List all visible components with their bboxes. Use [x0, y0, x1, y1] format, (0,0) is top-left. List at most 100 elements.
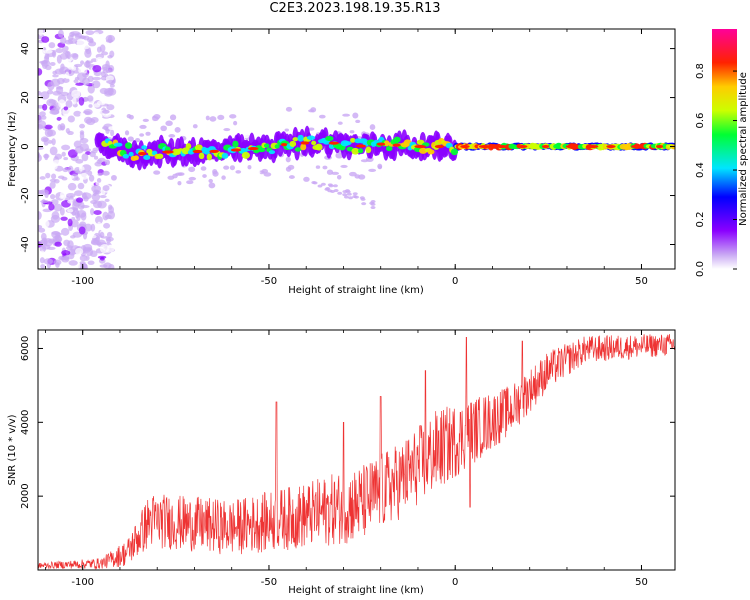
- spectrogram-cell: [80, 60, 85, 65]
- spectrogram-cell: [67, 218, 73, 227]
- top-y-axis-label: Frequency (Hz): [7, 111, 18, 187]
- spectrogram-cell: [93, 210, 102, 216]
- spectrogram-cell: [209, 116, 217, 122]
- y-tick-label: -40: [20, 236, 31, 252]
- spectrogram-cell: [52, 74, 59, 78]
- colorbar-tick-label: 0.2: [695, 212, 706, 228]
- spectrogram-cell: [79, 123, 85, 129]
- spectrogram-cell: [359, 196, 365, 200]
- spectrogram-cell: [138, 152, 147, 156]
- spectrogram-cell: [141, 145, 148, 150]
- spectrogram-cell: [60, 63, 65, 71]
- spectrogram-cell: [517, 144, 528, 149]
- spectrogram-cell: [352, 195, 358, 199]
- spectrogram-cell: [217, 114, 225, 121]
- spectrogram-cell: [174, 127, 181, 133]
- spectrogram-cell: [64, 59, 72, 67]
- spectrogram-cell: [208, 182, 216, 189]
- spectrogram-cell: [61, 144, 71, 151]
- spectrogram-cell: [198, 152, 205, 160]
- spectrogram-cell: [257, 147, 266, 153]
- spectrogram-cell: [51, 231, 61, 239]
- spectrogram-cell: [79, 137, 89, 144]
- spectrogram-cell: [67, 131, 74, 136]
- y-tick-label: 40: [20, 42, 31, 55]
- spectrogram-cell: [195, 179, 201, 184]
- spectrogram-cell: [56, 116, 62, 121]
- spectrogram-cell: [328, 184, 334, 188]
- spectrogram-cell: [346, 192, 352, 196]
- spectrogram-cell: [414, 144, 427, 149]
- spectrogram-cell: [287, 164, 295, 170]
- spectrogram-cell: [102, 211, 109, 221]
- colorbar-tick-label: 0.8: [695, 63, 706, 79]
- spectrogram-cell: [72, 231, 82, 238]
- spectrogram-cell: [95, 56, 104, 64]
- spectrogram-cell: [328, 141, 339, 145]
- spectrogram-cell: [99, 244, 110, 253]
- spectrogram-cell: [81, 153, 89, 162]
- spectrogram-cell: [202, 174, 207, 178]
- colorbar-tick-label: 0.0: [695, 261, 706, 277]
- x-tick-label: -50: [261, 577, 277, 588]
- spectrogram-cell: [312, 181, 318, 185]
- spectrogram-cell: [369, 124, 376, 131]
- spectrogram-cell: [113, 142, 123, 147]
- spectrogram-cell: [71, 97, 77, 105]
- spectrogram-cell: [128, 114, 134, 120]
- spectrogram-cell: [308, 109, 315, 113]
- spectrogram-cell: [71, 66, 77, 71]
- spectrogram-cell: [370, 200, 376, 204]
- colorbar-ticks: 0.0 0.2 0.4 0.6 0.8: [695, 63, 737, 277]
- spectrogram-marks: [38, 29, 675, 269]
- spectrogram-cell: [38, 146, 44, 150]
- spectrogram-cell: [181, 124, 189, 130]
- spectrogram-cell: [91, 185, 102, 193]
- spectrogram-cell: [285, 106, 293, 112]
- spectrogram-cell: [85, 30, 95, 36]
- spectrogram-cell: [127, 136, 134, 142]
- spectrogram-frame: [37, 28, 676, 270]
- spectrogram-cell: [57, 29, 64, 38]
- spectrogram-cell: [156, 153, 164, 159]
- spectrogram-cell: [96, 159, 103, 165]
- spectrogram-cell: [384, 140, 390, 147]
- spectrogram-cell: [177, 181, 182, 186]
- spectrogram-cell: [97, 200, 107, 209]
- spectrogram-cell: [336, 174, 342, 180]
- spectrogram-cell: [40, 199, 49, 204]
- bottom-y-ticks: 2000 4000 6000: [20, 336, 675, 509]
- spectrogram-cell: [221, 175, 226, 180]
- top-y-ticks: -40 -20 0 20 40: [20, 42, 675, 253]
- spectrogram-cell: [280, 142, 288, 147]
- spectrogram-cell: [92, 64, 102, 73]
- spectrogram-cell: [78, 66, 88, 75]
- spectrogram-cell: [60, 216, 68, 221]
- spectrogram-cell: [90, 223, 96, 232]
- spectrogram-cell: [221, 152, 229, 159]
- spectrogram-cell: [50, 78, 61, 87]
- spectrogram-cell: [51, 49, 57, 58]
- spectrogram-cell: [51, 199, 59, 205]
- spectrogram-cell: [40, 59, 51, 67]
- spectrogram-cell: [133, 155, 139, 161]
- spectrogram-cell: [370, 202, 376, 206]
- spectrogram-cell: [52, 70, 58, 75]
- spectrogram-cell: [143, 155, 151, 160]
- spectrogram-cell: [44, 220, 50, 228]
- snr-panel: -100 -50 0 50 2000 4000 6000 Height of straig…: [7, 329, 676, 596]
- spectrogram-cell: [38, 29, 44, 36]
- spectrogram-cell: [112, 159, 121, 165]
- spectrogram-cell: [107, 55, 113, 59]
- y-tick-label: 6000: [20, 336, 31, 361]
- spectrogram-cell: [324, 187, 330, 191]
- spectrogram-cell: [125, 142, 133, 149]
- top-x-axis-label: Height of straight line (km): [288, 285, 424, 296]
- spectrogram-cell: [88, 174, 95, 182]
- spectrogram-cell: [243, 132, 250, 139]
- spectrogram-cell: [50, 193, 56, 200]
- spectrogram-cell: [102, 185, 110, 192]
- spectrogram-cell: [40, 264, 46, 269]
- spectrogram-cell: [247, 165, 252, 170]
- spectrogram-cell: [65, 100, 73, 108]
